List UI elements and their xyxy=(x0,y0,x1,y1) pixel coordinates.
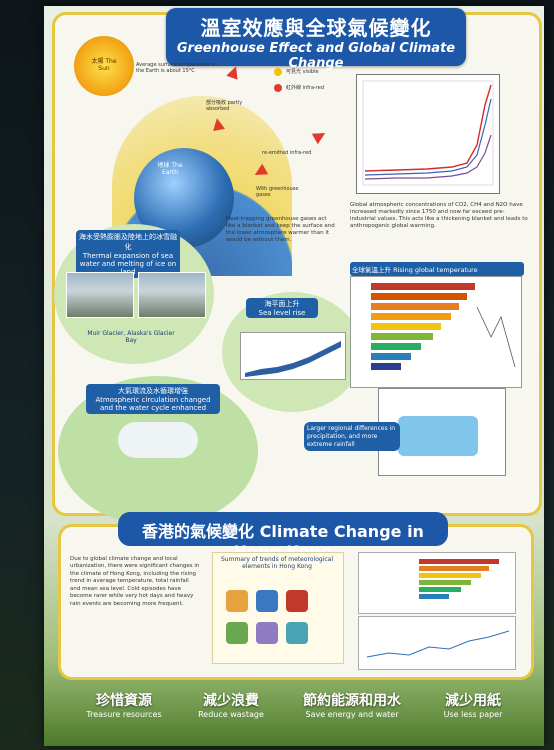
hk-tile-4 xyxy=(226,622,248,644)
temp-bar-5 xyxy=(371,323,441,330)
hk-rainfall-chart xyxy=(358,616,516,670)
bottom-item-save: 節約能源和用水 Save energy and water xyxy=(292,690,412,719)
hk-temp-svg xyxy=(419,559,499,599)
hk-tile-5 xyxy=(256,622,278,644)
bottom-zh-3: 節約能源和用水 xyxy=(303,693,401,709)
hk-temperature-chart xyxy=(358,552,516,614)
hk-bar-5 xyxy=(419,587,461,592)
temperature-chart xyxy=(350,276,522,388)
hk-bar-3 xyxy=(419,573,481,578)
temp-bar-1 xyxy=(371,283,475,290)
temp-bar-8 xyxy=(371,353,411,360)
bottom-item-reduce: 減少浪費 Reduce wastage xyxy=(186,690,276,719)
sun-label: 太陽 The Sun xyxy=(91,58,117,72)
partly-absorbed-label: 部分吸收 partly absorbed xyxy=(206,100,243,112)
atmos-heading-en: Atmospheric circulation changed and the … xyxy=(95,396,211,412)
hk-title-band: 香港的氣候變化 Climate Change in Hong Kong xyxy=(118,512,448,561)
atmos-heading: 大氣環流及水循環增強 Atmospheric circulation chang… xyxy=(86,384,220,414)
hk-tile-6 xyxy=(286,622,308,644)
bottom-item-treasure: 珍惜資源 Treasure resources xyxy=(74,690,174,719)
bottom-zh-1: 珍惜資源 xyxy=(96,693,152,709)
ch4-line xyxy=(364,98,492,176)
bottom-en-2: Reduce wastage xyxy=(198,710,264,719)
infrared-arrow-2 xyxy=(211,117,225,131)
hk-rain-svg xyxy=(366,630,510,658)
title-en: Greenhouse Effect and Global Climate Cha… xyxy=(176,41,456,71)
ghg-chart-svg xyxy=(362,80,494,186)
bottom-en-4: Use less paper xyxy=(443,710,503,719)
bottom-zh-2: 減少浪費 xyxy=(203,693,259,709)
n2o-line xyxy=(364,134,492,180)
hk-tile-2 xyxy=(256,590,278,612)
temp-bar-9 xyxy=(371,363,401,370)
temp-bar-4 xyxy=(371,313,451,320)
bottom-zh-4: 減少用紙 xyxy=(445,693,501,709)
ghg-chart-frame xyxy=(362,80,494,186)
bottom-en-1: Treasure resources xyxy=(86,710,162,719)
atmos-heading-zh: 大氣環流及水循環增強 xyxy=(118,387,188,395)
sea-level-heading-en: Sea level rise xyxy=(258,309,306,317)
visible-legend-label: 可見光 visible xyxy=(286,69,319,75)
glacier-caption: Muir Glacier, Alaska's Glacier Bay xyxy=(87,330,175,344)
temp-inset-line xyxy=(476,306,516,368)
ghg-concentration-chart xyxy=(356,74,500,194)
world-map xyxy=(398,416,478,456)
ghg-caption: Global atmospheric concentrations of CO2… xyxy=(350,202,528,229)
greenhouse-explanation: Heat-trapping greenhouse gases act like … xyxy=(226,216,335,244)
temp-bar-6 xyxy=(371,333,433,340)
infrared-legend-dot xyxy=(274,84,282,92)
hk-bar-6 xyxy=(419,594,449,599)
title-band: 溫室效應與全球氣候變化 Greenhouse Effect and Global… xyxy=(166,8,466,71)
hk-tile-3 xyxy=(286,590,308,612)
bottom-item-paper: 減少用紙 Use less paper xyxy=(428,690,518,719)
avg-temp-note: Average surface temperature on the Earth… xyxy=(136,62,218,74)
hk-tile-1 xyxy=(226,590,248,612)
cloud-illustration xyxy=(118,422,198,458)
earth-label: 地球 The Earth xyxy=(157,162,183,176)
hk-rain-line xyxy=(366,630,510,658)
hk-bar-4 xyxy=(419,580,471,585)
sea-level-band xyxy=(245,341,341,377)
hk-description: Due to global climate change and local u… xyxy=(70,556,200,607)
temperature-svg xyxy=(371,283,516,370)
sun xyxy=(74,36,134,96)
bottom-en-3: Save energy and water xyxy=(305,710,399,719)
reemitted-label: re-emitted infra-red xyxy=(262,150,312,156)
temp-bar-3 xyxy=(371,303,459,310)
temp-bar-7 xyxy=(371,343,421,350)
ghg-label: With greenhouse gases xyxy=(256,186,299,198)
sea-level-chart xyxy=(240,332,346,380)
title-zh: 溫室效應與全球氣候變化 xyxy=(200,16,432,40)
temp-bar-2 xyxy=(371,293,467,300)
sea-level-svg xyxy=(245,341,341,377)
visible-legend-dot xyxy=(274,68,282,76)
glacier-photo-2 xyxy=(138,272,206,318)
thermal-heading: 海水受熱膨脹及陸地上的冰雪融化 Thermal expansion of sea… xyxy=(76,230,180,278)
regional-differences-caption: Larger regional differences in precipita… xyxy=(304,422,400,452)
glacier-photo-1 xyxy=(66,272,134,318)
sea-level-heading-zh: 海平面上升 xyxy=(264,300,300,308)
sea-level-heading: 海平面上升 Sea level rise xyxy=(246,298,318,318)
temperature-heading: 全球氣溫上升 Rising global temperature xyxy=(350,262,524,276)
hk-bar-1 xyxy=(419,559,499,564)
thermal-heading-zh: 海水受熱膨脹及陸地上的冰雪融化 xyxy=(79,233,177,251)
co2-line xyxy=(364,84,492,172)
infrared-legend-label: 紅外線 infra-red xyxy=(286,85,325,91)
hk-bar-2 xyxy=(419,566,489,571)
hk-summary-title: Summary of trends of meteorological elem… xyxy=(220,556,334,570)
